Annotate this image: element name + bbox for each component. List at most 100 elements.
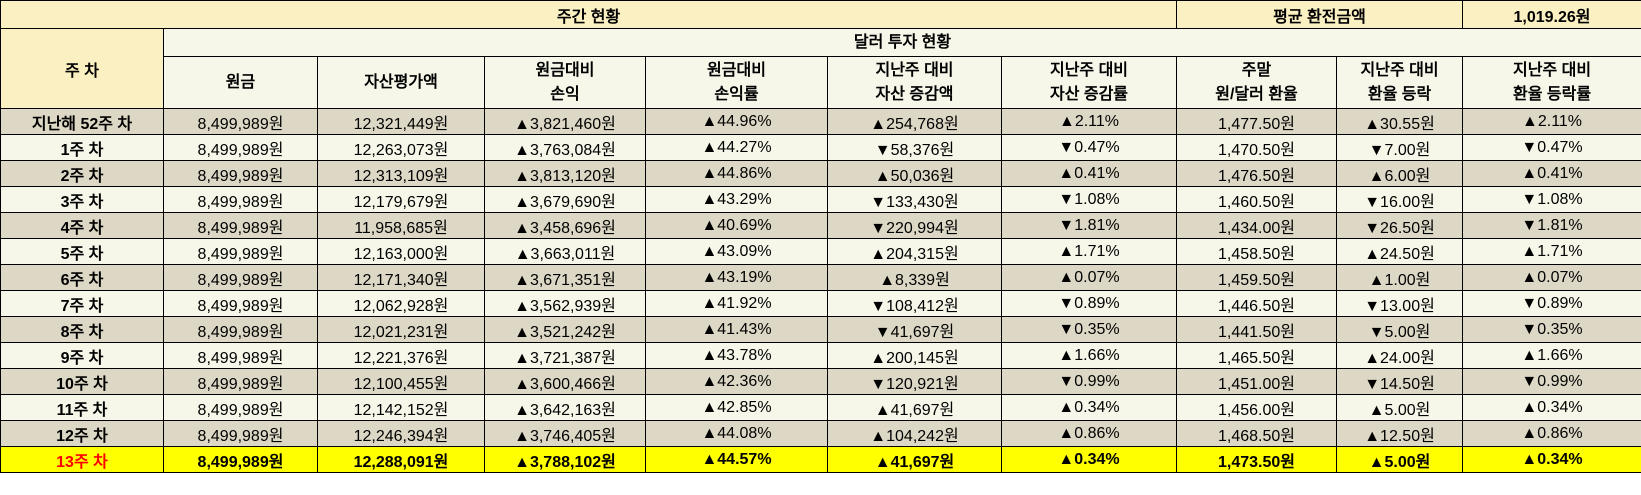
cell-pnl: ▲3,679,690원: [484, 186, 646, 213]
cell-weekend-fx-rate: 1,476.50원: [1176, 160, 1338, 187]
week-label: 10주 차: [0, 368, 164, 395]
cell-pnl: ▲3,671,351원: [484, 264, 646, 291]
week-column-header: 주 차: [0, 28, 164, 109]
avg-rate-label: 평균 환전금액: [1176, 0, 1464, 29]
week-label: 3주 차: [0, 186, 164, 213]
cell-weekly-asset-change-rate: ▼0.35%: [1000, 316, 1178, 343]
cell-asset-value: 12,321,449원: [317, 108, 485, 135]
cell-pnl-rate: ▲44.27%: [645, 134, 828, 161]
cell-weekly-fx-change-rate: ▲1.66%: [1462, 342, 1641, 369]
cell-principal: 8,499,989원: [163, 368, 318, 395]
column-header-line1: 지난주 대비: [1049, 61, 1129, 79]
cell-weekend-fx-rate: 1,477.50원: [1176, 108, 1338, 135]
cell-weekly-asset-change: ▲8,339원: [827, 264, 1002, 291]
column-header-line1: 지난주 대비: [875, 61, 954, 79]
column-header-weekly-asset-change-rate: 지난주 대비 자산 증감률: [1000, 56, 1178, 109]
cell-weekend-fx-rate: 1,465.50원: [1176, 342, 1338, 369]
cell-weekend-fx-rate: 1,473.50원: [1176, 446, 1338, 473]
column-header-weekend-fx-rate: 주말 원/달러 환율: [1176, 56, 1338, 109]
cell-principal: 8,499,989원: [163, 394, 318, 421]
cell-weekly-asset-change-rate: ▲1.66%: [1000, 342, 1178, 369]
cell-pnl: ▲3,721,387원: [484, 342, 646, 369]
cell-asset-value: 12,288,091원: [317, 446, 485, 473]
table-row: 7주 차 8,499,989원 12,062,928원 ▲3,562,939원 ▲41.…: [0, 290, 1641, 317]
cell-pnl-rate: ▲44.08%: [645, 420, 828, 447]
cell-weekly-asset-change: ▼41,697원: [827, 316, 1002, 343]
column-header-line2: 환율 등락: [1367, 85, 1432, 103]
cell-weekly-asset-change-rate: ▲2.11%: [1000, 108, 1178, 135]
column-header-line1: 원금대비: [535, 61, 595, 79]
cell-asset-value: 12,313,109원: [317, 160, 485, 187]
cell-principal: 8,499,989원: [163, 186, 318, 213]
cell-pnl: ▲3,763,084원: [484, 134, 646, 161]
cell-asset-value: 12,246,394원: [317, 420, 485, 447]
avg-rate-value: 1,019.26원: [1462, 0, 1641, 29]
cell-weekly-fx-change-rate: ▲0.86%: [1462, 420, 1641, 447]
table-row: 10주 차 8,499,989원 12,100,455원 ▲3,600,466원 ▲42…: [0, 368, 1641, 395]
cell-weekend-fx-rate: 1,459.50원: [1176, 264, 1338, 291]
cell-weekly-fx-change-rate: ▼0.47%: [1462, 134, 1641, 161]
cell-weekly-fx-change: ▼5.00원: [1336, 316, 1464, 343]
cell-pnl: ▲3,600,466원: [484, 368, 646, 395]
column-header-line1: 자산평가액: [364, 73, 438, 91]
cell-weekly-asset-change: ▼133,430원: [827, 186, 1002, 213]
cell-asset-value: 12,221,376원: [317, 342, 485, 369]
table-row: 6주 차 8,499,989원 12,171,340원 ▲3,671,351원 ▲43.…: [0, 264, 1641, 291]
cell-weekly-asset-change: ▼108,412원: [827, 290, 1002, 317]
week-label: 9주 차: [0, 342, 164, 369]
cell-principal: 8,499,989원: [163, 290, 318, 317]
cell-pnl-rate: ▲44.57%: [645, 446, 828, 473]
week-label: 7주 차: [0, 290, 164, 317]
cell-weekly-fx-change-rate: ▼1.08%: [1462, 186, 1641, 213]
column-header-line1: 원금: [225, 73, 256, 91]
column-header-principal: 원금: [163, 56, 318, 109]
cell-weekly-fx-change-rate: ▲1.71%: [1462, 238, 1641, 265]
cell-weekly-fx-change-rate: ▲0.41%: [1462, 160, 1641, 187]
column-header-weekly-fx-change: 지난주 대비 환율 등락: [1336, 56, 1464, 109]
cell-asset-value: 12,021,231원: [317, 316, 485, 343]
cell-weekly-fx-change: ▼26.50원: [1336, 212, 1464, 239]
cell-weekly-asset-change-rate: ▼1.81%: [1000, 212, 1178, 239]
cell-weekly-fx-change-rate: ▲0.34%: [1462, 446, 1641, 473]
cell-pnl-rate: ▲43.19%: [645, 264, 828, 291]
cell-weekly-asset-change-rate: ▲0.34%: [1000, 446, 1178, 473]
cell-principal: 8,499,989원: [163, 420, 318, 447]
cell-pnl-rate: ▲41.92%: [645, 290, 828, 317]
week-label: 11주 차: [0, 394, 164, 421]
week-label: 12주 차: [0, 420, 164, 447]
table-row: 1주 차 8,499,989원 12,263,073원 ▲3,763,084원 ▲44.…: [0, 134, 1641, 161]
week-label: 2주 차: [0, 160, 164, 187]
cell-weekly-asset-change-rate: ▼0.47%: [1000, 134, 1178, 161]
cell-principal: 8,499,989원: [163, 316, 318, 343]
cell-weekly-fx-change: ▲5.00원: [1336, 394, 1464, 421]
column-header-line1: 주말: [1241, 61, 1272, 79]
cell-weekend-fx-rate: 1,441.50원: [1176, 316, 1338, 343]
cell-weekly-fx-change: ▲1.00원: [1336, 264, 1464, 291]
cell-weekly-fx-change: ▲12.50원: [1336, 420, 1464, 447]
cell-weekly-fx-change-rate: ▲0.34%: [1462, 394, 1641, 421]
column-header-line2: 환율 등락률: [1513, 85, 1592, 103]
week-label: 8주 차: [0, 316, 164, 343]
cell-principal: 8,499,989원: [163, 238, 318, 265]
cell-weekly-asset-change: ▼58,376원: [827, 134, 1002, 161]
cell-weekly-fx-change: ▼16.00원: [1336, 186, 1464, 213]
cell-asset-value: 12,142,152원: [317, 394, 485, 421]
cell-weekly-asset-change: ▲41,697원: [827, 446, 1002, 473]
cell-asset-value: 12,062,928원: [317, 290, 485, 317]
cell-weekly-asset-change-rate: ▲0.07%: [1000, 264, 1178, 291]
weekly-status-title: 주간 현황: [0, 0, 1178, 29]
cell-principal: 8,499,989원: [163, 264, 318, 291]
cell-weekly-fx-change-rate: ▼0.99%: [1462, 368, 1641, 395]
table-row: 11주 차 8,499,989원 12,142,152원 ▲3,642,163원 ▲42…: [0, 394, 1641, 421]
cell-weekly-asset-change-rate: ▼0.99%: [1000, 368, 1178, 395]
cell-principal: 8,499,989원: [163, 134, 318, 161]
cell-pnl: ▲3,458,696원: [484, 212, 646, 239]
cell-pnl-rate: ▲44.86%: [645, 160, 828, 187]
cell-weekly-asset-change: ▲50,036원: [827, 160, 1002, 187]
table-row: 4주 차 8,499,989원 11,958,685원 ▲3,458,696원 ▲40.…: [0, 212, 1641, 239]
cell-weekly-asset-change-rate: ▼1.08%: [1000, 186, 1178, 213]
cell-weekly-asset-change-rate: ▲1.71%: [1000, 238, 1178, 265]
cell-weekly-asset-change-rate: ▼0.89%: [1000, 290, 1178, 317]
cell-pnl: ▲3,521,242원: [484, 316, 646, 343]
week-label: 6주 차: [0, 264, 164, 291]
